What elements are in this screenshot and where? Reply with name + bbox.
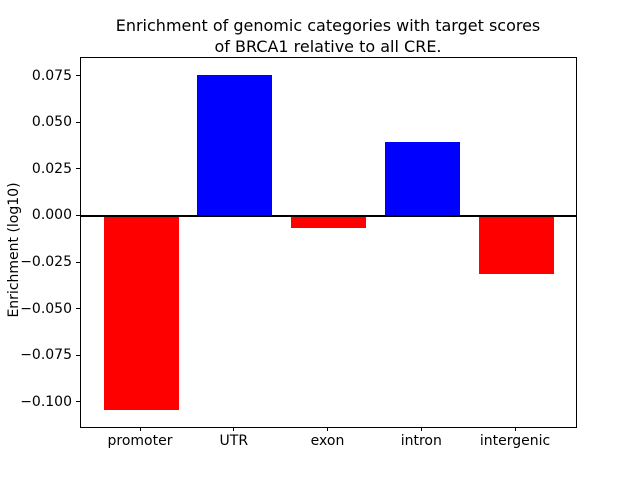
chart-title-line-1: Enrichment of genomic categories with ta… xyxy=(115,16,541,35)
bar-intergenic xyxy=(478,216,554,275)
y-tick-label: −0.075 xyxy=(20,347,72,364)
y-tick-label: −0.025 xyxy=(20,254,72,270)
x-tick-mark xyxy=(139,427,141,431)
bar-intron xyxy=(384,141,460,217)
chart-title: Enrichment of genomic categories with ta… xyxy=(116,16,541,58)
y-axis-label: Enrichment (log10) xyxy=(6,182,22,318)
bar-promoter xyxy=(103,216,179,411)
y-tick-label: −0.100 xyxy=(20,393,72,410)
x-tick-label-intergenic: intergenic xyxy=(479,433,551,449)
chart-title-line-2: of BRCA1 relative to all CRE. xyxy=(214,36,442,56)
y-tick-mark xyxy=(76,354,80,356)
x-tick-label-promoter: promoter xyxy=(107,433,173,449)
x-tick-mark xyxy=(420,427,422,431)
y-tick-label: 0.025 xyxy=(31,160,72,177)
y-tick-label: −0.050 xyxy=(20,300,72,317)
bar-UTR xyxy=(197,74,273,217)
y-tick-label: 0.050 xyxy=(31,114,72,131)
plot-area xyxy=(80,57,577,428)
x-tick-label-intron: intron xyxy=(400,433,442,449)
y-tick-mark xyxy=(76,401,80,403)
y-tick-mark xyxy=(76,168,80,170)
y-tick-mark xyxy=(76,75,80,77)
bar-exon xyxy=(291,216,366,228)
x-tick-mark xyxy=(514,427,516,431)
y-tick-mark xyxy=(76,214,80,216)
y-tick-label: 0.075 xyxy=(31,67,72,84)
x-tick-label-UTR: UTR xyxy=(219,433,249,449)
y-tick-label: 0.000 xyxy=(31,207,72,224)
x-tick-mark xyxy=(233,427,235,431)
y-tick-mark xyxy=(76,121,80,123)
x-tick-mark xyxy=(327,427,328,431)
zero-line xyxy=(81,215,576,218)
y-tick-mark xyxy=(76,261,80,263)
x-tick-label-exon: exon xyxy=(310,433,345,449)
y-tick-mark xyxy=(76,308,80,310)
